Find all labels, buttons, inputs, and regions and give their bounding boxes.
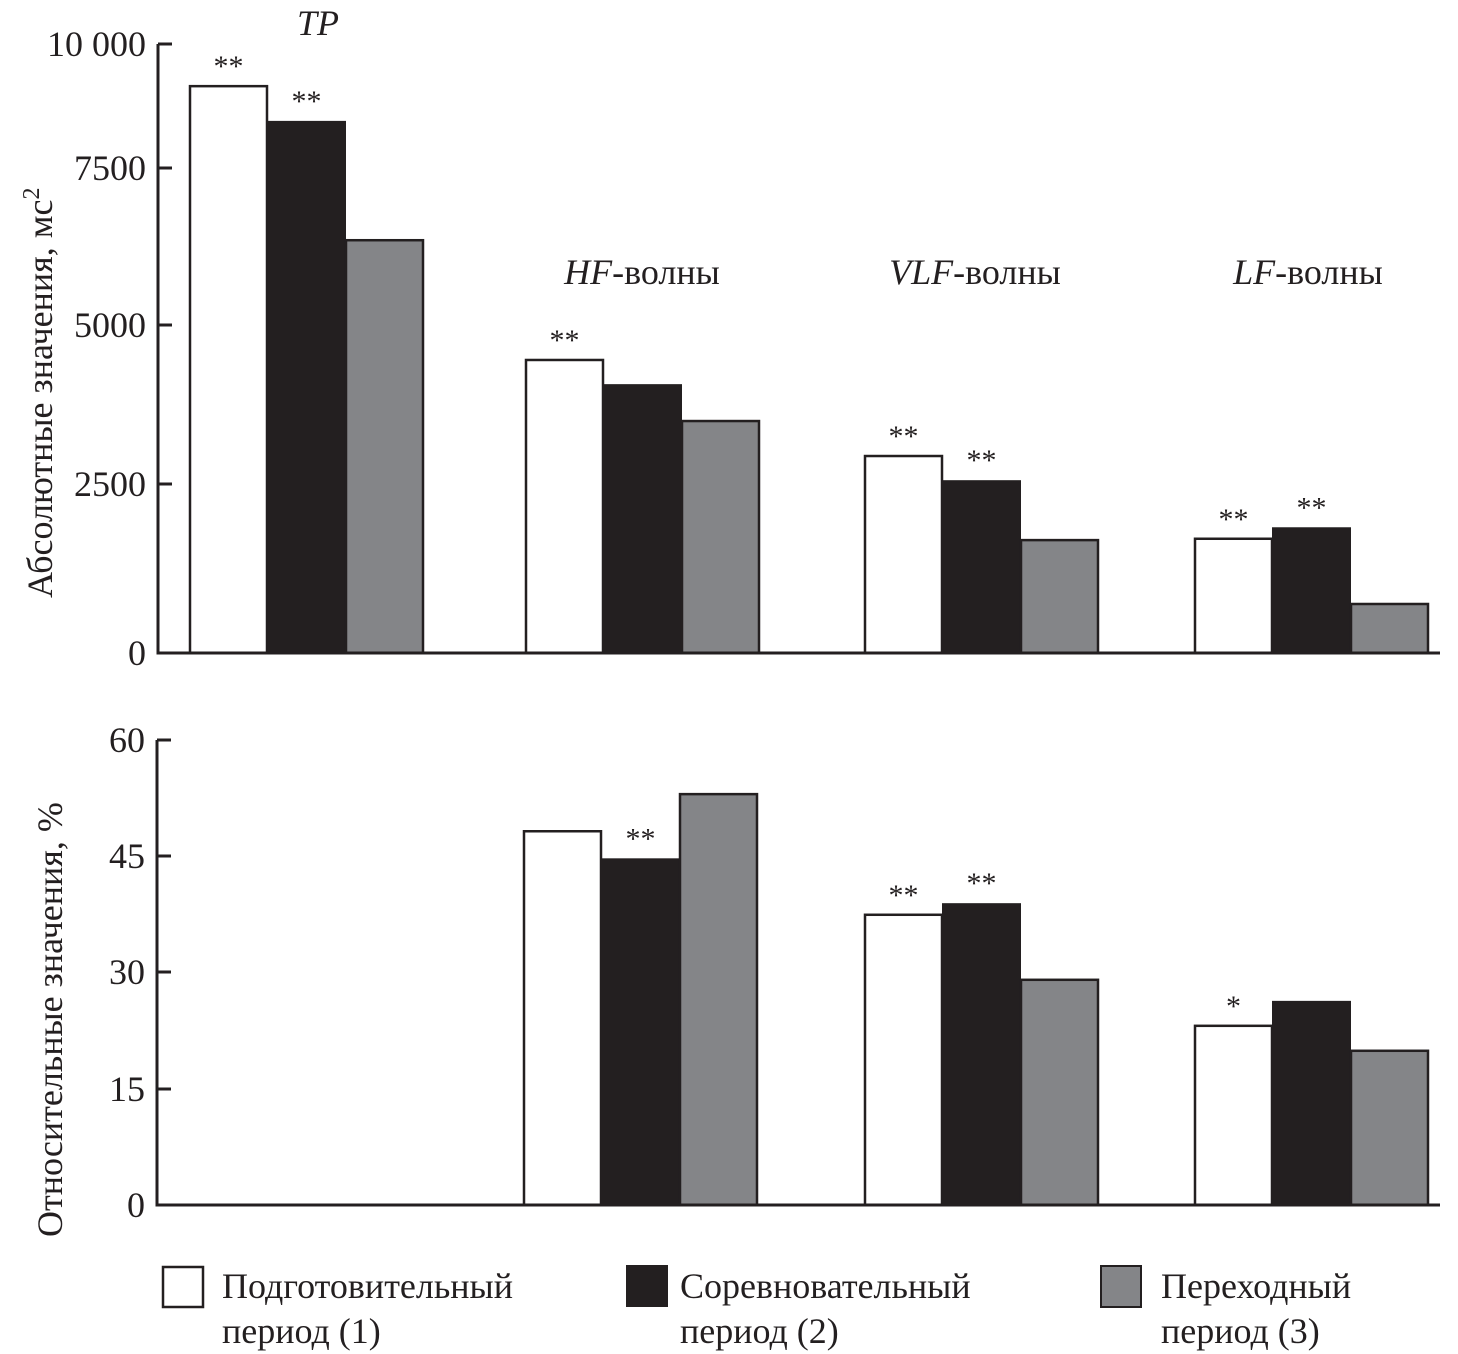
absolute-y-ticks: 0 2500 5000 7500 10 000 <box>47 24 172 673</box>
legend-swatch-competitive <box>626 1265 668 1307</box>
absolute-significance-lf-preparatory: ** <box>1219 503 1249 536</box>
relative-bars <box>522 792 1430 1207</box>
absolute-y-tick-label: 2500 <box>74 464 146 504</box>
absolute-significance-vlf-competitive: ** <box>967 444 997 477</box>
absolute-y-tick-label: 5000 <box>74 305 146 345</box>
absolute-bar-lf-transitional <box>1349 602 1430 655</box>
legend-label-transitional-line2: период (3) <box>1161 1311 1320 1351</box>
relative-bar-lf-competitive <box>1272 1000 1351 1205</box>
legend-label-competitive-line1: Соревновательный <box>680 1266 971 1306</box>
relative-y-tick-label: 60 <box>109 720 145 760</box>
absolute-bar-tp-competitive <box>267 120 346 653</box>
absolute-group-labels: TP HF-волны VLF-волны LF-волны <box>297 3 1383 292</box>
relative-significance-hf-competitive: ** <box>626 822 656 855</box>
relative-bar-lf-transitional <box>1349 1049 1430 1207</box>
group-label-vlf: VLF-волны <box>889 252 1061 292</box>
absolute-bar-lf-preparatory <box>1193 537 1274 655</box>
absolute-bar-vlf-competitive <box>942 480 1021 653</box>
relative-y-tick-label: 45 <box>109 836 145 876</box>
legend-label-preparatory-line1: Подготовительный <box>222 1266 513 1306</box>
relative-significance-vlf-preparatory: ** <box>889 879 919 912</box>
absolute-y-tick-label: 0 <box>128 633 146 673</box>
relative-significance-lf-preparatory: * <box>1226 990 1241 1023</box>
relative-y-axis-title: Относительные значения, % <box>30 802 70 1237</box>
relative-y-ticks: 0 15 30 45 60 <box>109 720 171 1225</box>
relative-significance-vlf-competitive: ** <box>967 867 997 900</box>
absolute-bar-lf-competitive <box>1272 527 1351 653</box>
legend-label-transitional-line1: Переходный <box>1161 1266 1351 1306</box>
relative-y-tick-label: 15 <box>109 1069 145 1109</box>
relative-bar-vlf-transitional <box>1019 978 1100 1207</box>
group-label-tp: TP <box>297 3 339 43</box>
legend-item-preparatory: Подготовительный период (1) <box>161 1265 513 1351</box>
absolute-bar-hf-preparatory <box>524 358 605 655</box>
absolute-bar-tp-preparatory <box>188 84 269 655</box>
legend-swatch-preparatory <box>161 1265 205 1309</box>
absolute-values-chart: 0 2500 5000 7500 10 000 ** ** ** ** ** ** ** TP HF-… <box>19 3 1440 673</box>
relative-bar-hf-transitional <box>678 792 759 1207</box>
absolute-bar-vlf-preparatory <box>863 454 944 655</box>
absolute-y-axis-title-text: Абсолютные значения, мс <box>20 200 60 599</box>
absolute-bar-tp-transitional <box>344 238 425 655</box>
relative-bar-vlf-competitive <box>942 903 1021 1205</box>
relative-bar-hf-competitive <box>601 858 680 1205</box>
absolute-significance-hf-preparatory: ** <box>550 324 580 357</box>
absolute-significance-tp-preparatory: ** <box>214 50 244 83</box>
absolute-y-axis-title: Абсолютные значения, мс2 <box>19 188 60 599</box>
group-label-hf: HF-волны <box>563 252 720 292</box>
absolute-bar-hf-transitional <box>680 419 761 655</box>
absolute-significance-lf-competitive: ** <box>1297 491 1327 524</box>
group-label-lf: LF-волны <box>1232 252 1383 292</box>
relative-bar-hf-preparatory <box>522 830 603 1207</box>
absolute-y-axis-title-superscript: 2 <box>19 188 45 200</box>
absolute-bar-vlf-transitional <box>1019 538 1100 655</box>
relative-significance-marks: **** *** <box>626 822 1242 1023</box>
absolute-significance-vlf-preparatory: ** <box>889 420 919 453</box>
absolute-bar-hf-competitive <box>603 384 682 653</box>
relative-bar-vlf-preparatory <box>863 913 944 1207</box>
absolute-significance-tp-competitive: ** <box>292 85 322 118</box>
legend-label-competitive-line2: период (2) <box>680 1311 839 1351</box>
legend-label-preparatory-line2: период (1) <box>222 1311 381 1351</box>
absolute-y-tick-label: 10 000 <box>47 24 146 64</box>
absolute-significance-marks: ** ** ** ** ** ** ** <box>214 50 1327 536</box>
absolute-axes <box>156 44 1440 655</box>
legend: Подготовительный период (1) Соревновател… <box>161 1265 1351 1351</box>
absolute-y-tick-label: 7500 <box>74 148 146 188</box>
absolute-bars <box>188 84 1430 655</box>
relative-bar-lf-preparatory <box>1193 1024 1274 1207</box>
legend-item-competitive: Соревновательный период (2) <box>626 1265 971 1351</box>
legend-item-transitional: Переходный период (3) <box>1100 1265 1351 1351</box>
relative-y-tick-label: 0 <box>127 1185 145 1225</box>
legend-swatch-transitional <box>1100 1265 1142 1308</box>
relative-y-tick-label: 30 <box>109 952 145 992</box>
